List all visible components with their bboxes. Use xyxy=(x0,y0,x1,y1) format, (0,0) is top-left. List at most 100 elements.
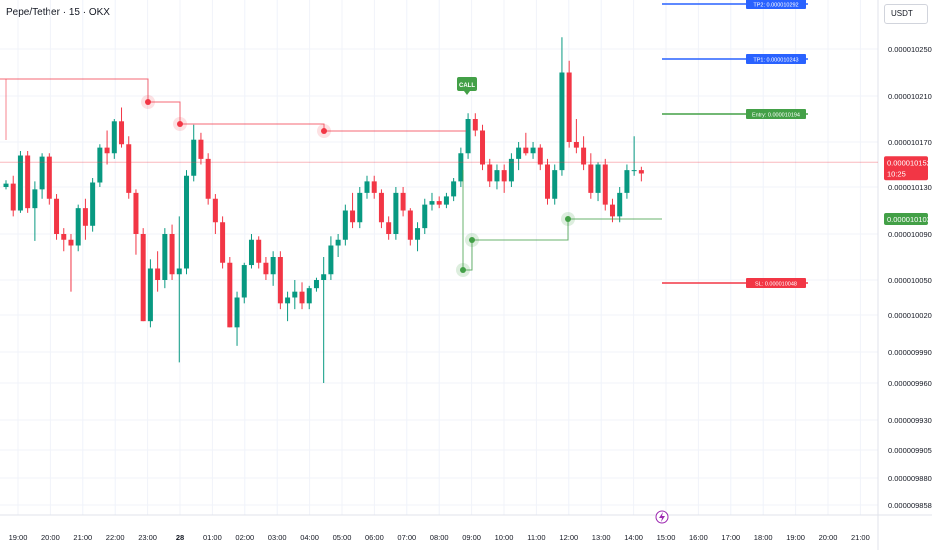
candle-body xyxy=(624,170,630,193)
level-label-box xyxy=(746,0,806,9)
candle-body xyxy=(90,182,96,226)
countdown-label: 10:25 xyxy=(887,169,906,178)
time-tick-label: 11:00 xyxy=(527,533,545,542)
candle-body xyxy=(364,181,370,193)
time-tick-label: 21:00 xyxy=(851,533,870,542)
level-label-box xyxy=(746,54,806,64)
candle-body xyxy=(227,262,233,328)
time-tick-label: 18:00 xyxy=(754,533,773,542)
currency-selector[interactable]: USDT xyxy=(884,4,928,24)
candle-body xyxy=(313,280,319,289)
candle-body xyxy=(581,147,587,165)
candle-body xyxy=(39,156,45,190)
marker-dot xyxy=(469,237,475,243)
candle-body xyxy=(350,210,356,223)
current-price-box xyxy=(884,156,928,181)
price-tick-label: 0.000010130 xyxy=(888,183,932,192)
candle-body xyxy=(335,239,341,246)
candle-body xyxy=(638,170,644,174)
candle-body xyxy=(176,268,182,275)
candle-body xyxy=(104,147,110,154)
price-badge-label: 0.000010103 xyxy=(887,215,931,224)
time-tick-label: 01:00 xyxy=(203,533,222,542)
candle-body xyxy=(299,291,305,304)
candle-body xyxy=(472,119,478,131)
candle-body xyxy=(415,228,421,240)
price-tick-label: 0.000010210 xyxy=(888,92,932,101)
candle-body xyxy=(191,139,197,176)
candle-body xyxy=(422,204,428,229)
candle-body xyxy=(17,155,23,211)
candle-body xyxy=(487,164,493,182)
candle-body xyxy=(82,208,88,226)
candle-body xyxy=(537,147,543,165)
candle-body xyxy=(386,222,392,234)
level-label: Entry: 0.000010194 xyxy=(752,113,800,119)
time-tick-label: 28 xyxy=(176,533,184,542)
candle-body xyxy=(357,192,363,223)
candle-body xyxy=(602,164,608,205)
time-tick-label: 06:00 xyxy=(365,533,384,542)
price-tick-label: 0.000010020 xyxy=(888,311,932,320)
candle-body xyxy=(573,142,579,148)
candle-body xyxy=(465,119,471,154)
time-tick-label: 19:00 xyxy=(9,533,28,542)
candle-body xyxy=(407,210,413,240)
level-label: SL: 0.000010048 xyxy=(755,282,797,288)
candle-body xyxy=(595,164,601,193)
candle-body xyxy=(429,201,435,205)
lightning-icon[interactable] xyxy=(655,510,669,524)
candle-body xyxy=(68,239,74,246)
candle-body xyxy=(241,265,247,298)
candle-body xyxy=(155,268,161,280)
call-signal-label: CALL xyxy=(459,83,475,89)
candle-body xyxy=(559,72,565,171)
price-axis: 0.000010250 0.000010210 0.000010170 0.00001… xyxy=(888,45,932,510)
time-tick-label: 23:00 xyxy=(138,533,157,542)
candle-body xyxy=(588,164,594,193)
candle-body xyxy=(263,262,269,275)
candle-body xyxy=(46,156,52,199)
candle-body xyxy=(451,181,457,197)
time-tick-label: 10:00 xyxy=(495,533,514,542)
candle-body xyxy=(378,192,384,223)
level-label-box xyxy=(746,109,806,119)
candle-body xyxy=(205,158,211,199)
price-tick-label: 0.000010170 xyxy=(888,138,932,147)
price-tick-label: 0.000010090 xyxy=(888,230,932,239)
price-tick-label: 0.000009960 xyxy=(888,379,932,388)
call-signal-pointer xyxy=(464,91,470,95)
time-tick-label: 13:00 xyxy=(592,533,611,542)
candle-body xyxy=(545,164,550,199)
candle-body xyxy=(198,139,204,159)
candle-body xyxy=(631,170,637,172)
candle-body xyxy=(54,198,60,234)
candle-body xyxy=(3,183,9,187)
time-tick-label: 09:00 xyxy=(462,533,481,542)
price-tick-label: 0.000009905 xyxy=(888,446,932,455)
candle-body xyxy=(277,257,283,304)
candle-body xyxy=(147,268,153,322)
price-tick-label: 0.000009930 xyxy=(888,416,932,425)
candle-body xyxy=(436,201,442,205)
candle-body xyxy=(32,189,38,209)
time-tick-label: 04:00 xyxy=(300,533,319,542)
indicator-lines xyxy=(0,78,662,277)
candles xyxy=(3,37,644,383)
marker-dot xyxy=(321,128,327,134)
candle-body xyxy=(321,274,327,280)
candle-body xyxy=(443,196,449,205)
trade-levels: TP2: 0.000010292 TP1: 0.000010243 Entry: 0… xyxy=(662,0,808,288)
candle-body xyxy=(508,158,514,182)
candle-body xyxy=(480,130,486,165)
time-tick-label: 12:00 xyxy=(559,533,578,542)
candle-body xyxy=(133,192,139,234)
price-tick-label: 0.000009858 xyxy=(888,501,932,510)
candle-body xyxy=(400,192,406,211)
candle-body xyxy=(458,153,464,182)
current-price-badge: 0.000010152 10:25 xyxy=(884,156,931,181)
time-tick-label: 19:00 xyxy=(786,533,805,542)
candle-body xyxy=(220,222,226,263)
symbol-title: Pepe/Tether · 15 · OKX xyxy=(6,7,110,18)
